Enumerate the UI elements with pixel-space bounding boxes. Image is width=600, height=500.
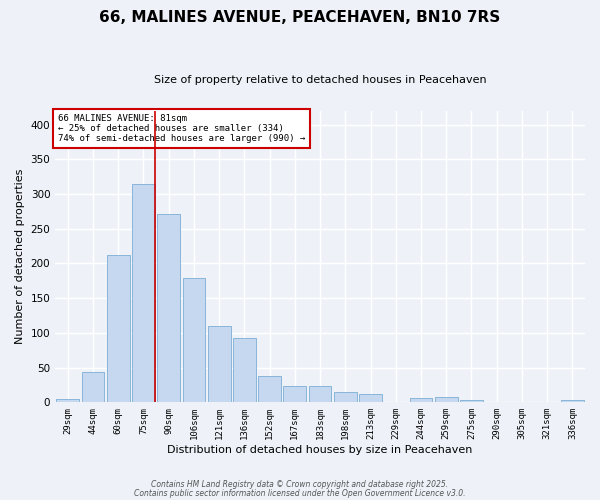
Bar: [56, 399, 79, 402]
Text: Contains public sector information licensed under the Open Government Licence v3: Contains public sector information licen…: [134, 488, 466, 498]
Text: 66 MALINES AVENUE: 81sqm
← 25% of detached houses are smaller (334)
74% of semi-: 66 MALINES AVENUE: 81sqm ← 25% of detach…: [58, 114, 305, 144]
Bar: [233, 338, 256, 402]
Bar: [182, 278, 205, 402]
Bar: [107, 255, 130, 402]
Bar: [359, 394, 382, 402]
Bar: [132, 184, 155, 402]
Bar: [460, 400, 483, 402]
Text: 66, MALINES AVENUE, PEACEHAVEN, BN10 7RS: 66, MALINES AVENUE, PEACEHAVEN, BN10 7RS: [100, 10, 500, 25]
Text: Contains HM Land Registry data © Crown copyright and database right 2025.: Contains HM Land Registry data © Crown c…: [151, 480, 449, 489]
Bar: [435, 398, 458, 402]
Bar: [157, 214, 180, 402]
Bar: [334, 392, 356, 402]
Bar: [208, 326, 230, 402]
Bar: [82, 372, 104, 402]
Bar: [258, 376, 281, 402]
Title: Size of property relative to detached houses in Peacehaven: Size of property relative to detached ho…: [154, 75, 487, 85]
Bar: [283, 386, 306, 402]
Bar: [561, 400, 584, 402]
Y-axis label: Number of detached properties: Number of detached properties: [15, 169, 25, 344]
Bar: [309, 386, 331, 402]
Bar: [410, 398, 433, 402]
X-axis label: Distribution of detached houses by size in Peacehaven: Distribution of detached houses by size …: [167, 445, 473, 455]
